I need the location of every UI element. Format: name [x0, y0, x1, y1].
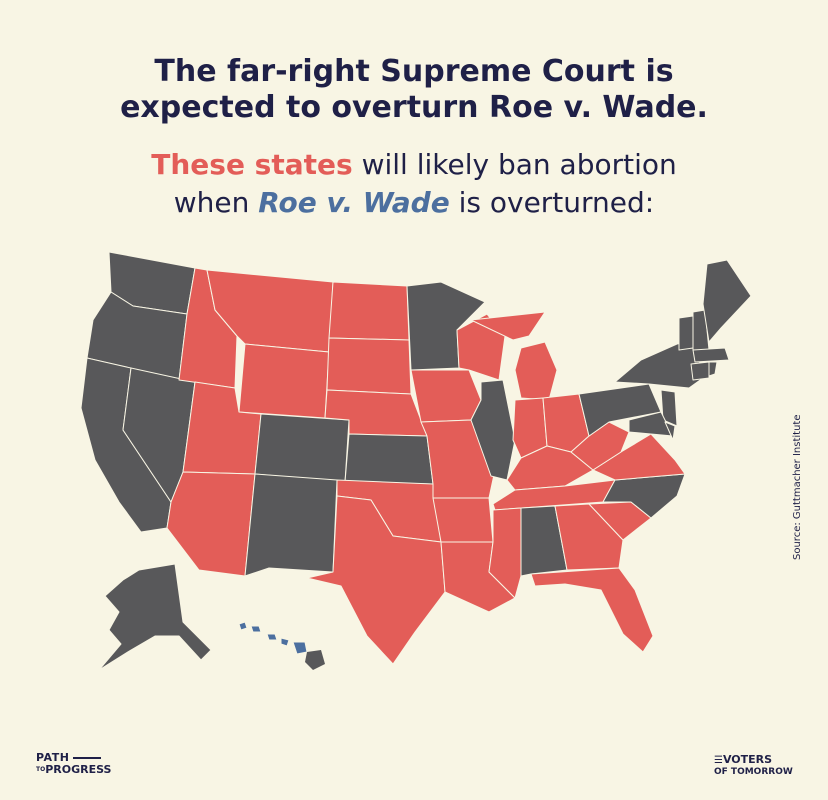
state-pa: [578, 383, 662, 437]
state-vt: [678, 315, 694, 351]
state-ar: [432, 497, 494, 543]
logo-left-line-1: PATH: [36, 751, 70, 764]
state-il: [470, 379, 516, 481]
subhead-line-2: when Roe v. Wade is overturned:: [0, 184, 828, 222]
logo-right-line-1: VOTERS: [722, 753, 773, 766]
state-ma: [692, 347, 730, 363]
state-ri: [708, 361, 718, 377]
voters-mark-icon: ☰: [714, 755, 723, 766]
state-nd: [328, 281, 410, 341]
state-de: [664, 421, 676, 441]
subhead-blue-highlight: Roe v. Wade: [258, 186, 450, 219]
state-hi: [238, 621, 308, 655]
state-ga: [554, 503, 624, 571]
logo-bar: [73, 757, 102, 759]
hawaii-big-island: [305, 650, 325, 670]
logo-left-line-2: PROGRESS: [45, 763, 112, 776]
state-ia: [410, 369, 482, 423]
subhead-line-1: These states will likely ban abortion: [0, 146, 828, 184]
headline-line-1: The far-right Supreme Court is: [154, 54, 674, 89]
source-credit: Source: Guttmacher Institute: [792, 414, 803, 561]
path-to-progress-logo: PATH TOPROGRESS: [36, 752, 111, 776]
state-me: [702, 259, 752, 343]
state-al: [520, 505, 568, 577]
headline-line-2: expected to overturn Roe v. Wade.: [120, 90, 708, 125]
subhead: These states will likely ban abortion wh…: [0, 146, 828, 222]
state-ct: [690, 361, 710, 381]
state-tx: [306, 495, 446, 665]
logo-right-line-2: OF TOMORROW: [714, 767, 793, 777]
headline: The far-right Supreme Court is expected …: [0, 54, 828, 126]
state-wy: [238, 343, 330, 419]
state-co: [254, 413, 350, 483]
subhead-red-highlight: These states: [151, 148, 353, 181]
state-fl: [530, 567, 654, 653]
state-md: [628, 411, 674, 437]
subhead-text-1: will likely ban abortion: [352, 148, 677, 181]
logo-left-to: TO: [36, 766, 46, 773]
voters-of-tomorrow-logo: ☰VOTERS OF TOMORROW: [714, 754, 793, 778]
state-nj: [660, 389, 678, 427]
state-ak: [98, 563, 212, 671]
us-map: [80, 251, 752, 671]
state-nm: [244, 473, 338, 577]
subhead-text-3: is overturned:: [449, 186, 655, 219]
subhead-text-2: when: [173, 186, 259, 219]
state-az: [166, 471, 256, 577]
state-sd: [326, 337, 412, 395]
state-ks: [344, 433, 434, 485]
